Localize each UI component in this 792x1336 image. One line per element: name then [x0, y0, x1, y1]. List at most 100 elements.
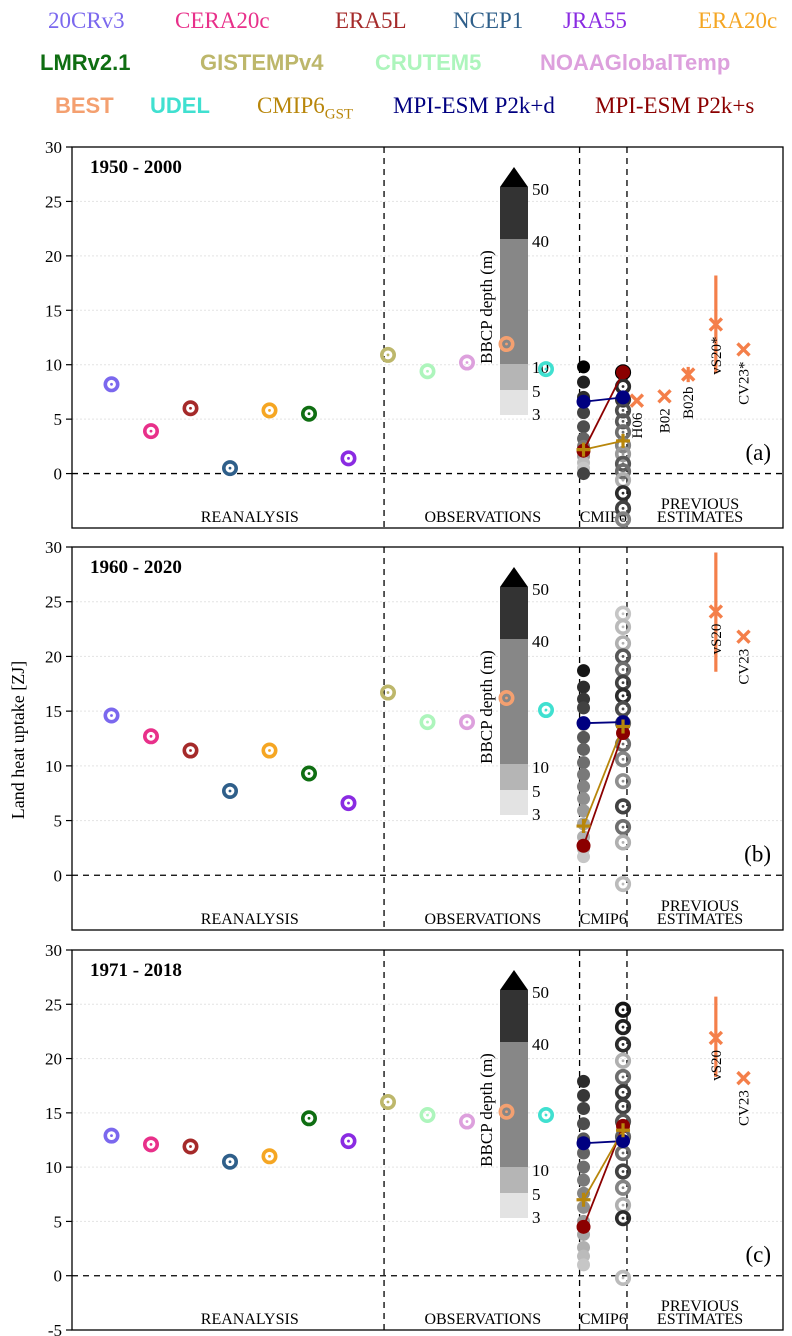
panel-frame — [71, 146, 784, 529]
data-point-center — [505, 696, 508, 700]
cmip6-member-center — [621, 1043, 625, 1046]
previous-estimate-label: B02b — [681, 387, 697, 420]
data-point-center — [347, 456, 350, 460]
legend-entry: NCEP1 — [453, 6, 523, 36]
legend-entry: ERA5L — [335, 6, 407, 36]
group-label: CMIP6 — [580, 911, 627, 928]
legend-entry-label: ERA5L — [335, 8, 407, 33]
cmip6-member-center — [621, 1186, 625, 1190]
cmip6-member-center — [621, 707, 625, 711]
panel-label: (b) — [744, 841, 771, 866]
data-point-center — [189, 406, 192, 410]
y-tick-label: 10 — [45, 1158, 62, 1177]
data-point-center — [268, 1154, 271, 1158]
data-point-center — [465, 361, 469, 364]
group-label: CMIP6 — [580, 509, 627, 526]
data-point-ring — [261, 742, 278, 759]
p2k-s-point — [576, 1219, 591, 1234]
cmip6-member-center — [621, 694, 625, 698]
data-point-ring — [419, 1107, 436, 1124]
cmip6-member-center — [621, 841, 625, 844]
cmip6-member-ring — [614, 1269, 632, 1286]
cmip6-member-ring — [614, 1052, 632, 1069]
group-label: PREVIOUS — [661, 898, 739, 915]
cmip6-member — [577, 680, 591, 694]
colorbar-label: 5 — [532, 782, 541, 801]
group-label: ESTIMATES — [657, 911, 743, 928]
cmip6-member — [577, 1160, 591, 1174]
colorbar-label: 10 — [532, 758, 549, 777]
y-tick-label: 25 — [45, 995, 62, 1014]
y-axis-label: Land heat uptake [ZJ] — [8, 661, 28, 819]
data-point-center — [347, 801, 350, 805]
data-point-ring — [300, 765, 317, 782]
data-point-ring — [458, 1113, 475, 1130]
cmip6-gst-point — [576, 1192, 591, 1207]
data-point-center — [149, 429, 153, 433]
cmip6-member-center — [621, 641, 625, 645]
cmip6-member — [577, 1173, 591, 1187]
data-point-ring — [379, 346, 396, 363]
cmip6-member — [577, 1146, 591, 1160]
colorbar-segment — [500, 764, 528, 790]
data-point-center — [426, 369, 429, 373]
data-point-center — [268, 749, 271, 752]
p2k-d-point — [616, 1134, 631, 1149]
group-label: PREVIOUS — [661, 496, 739, 513]
cmip6-member — [577, 804, 591, 818]
cmip6-member-center — [621, 452, 625, 456]
cmip6-member-ring — [614, 819, 632, 836]
previous-estimate-marker — [736, 629, 751, 644]
cmip6-member-ring — [614, 834, 632, 851]
group-label: OBSERVATIONS — [424, 1311, 541, 1328]
cmip6-member — [577, 701, 591, 715]
data-point-center — [505, 1110, 508, 1114]
data-point-ring — [103, 376, 120, 393]
data-point-ring — [222, 460, 239, 477]
data-point-ring — [419, 363, 436, 380]
colorbar-segment — [500, 990, 528, 1042]
data-point-ring — [103, 707, 120, 724]
data-point-center — [386, 353, 390, 357]
cmip6-member-center — [621, 742, 625, 746]
data-point-center — [268, 409, 271, 412]
y-tick-label: 5 — [54, 1212, 63, 1231]
data-point-center — [228, 1160, 232, 1164]
colorbar-label: 40 — [532, 632, 549, 651]
legend-entry: ERA20c — [698, 6, 777, 36]
cmip6-member-center — [621, 779, 625, 783]
legend-entry: CRUTEM5 — [375, 48, 481, 78]
cmip6-member — [577, 467, 591, 481]
panel-a: 0 5 10 15 20 25 30 1950 - 2000 (a) REANALYSIS OBSE… — [45, 138, 784, 529]
data-point-ring — [340, 450, 357, 467]
data-point-ring — [498, 336, 515, 353]
previous-estimate-label: vS20 — [709, 1050, 725, 1081]
data-point-center — [110, 714, 113, 717]
group-label: ESTIMATES — [657, 509, 743, 526]
legend-entry-label: CERA20c — [175, 8, 270, 33]
cmip6-member-center — [621, 430, 625, 434]
cmip6-member-ring — [614, 618, 632, 635]
data-point-center — [307, 1116, 311, 1120]
cmip6-member-ring — [614, 751, 632, 768]
cmip6-member-center — [621, 1059, 625, 1063]
previous-estimate-label: vS20 — [709, 624, 725, 655]
legend-entry: 20CRv3 — [48, 6, 125, 36]
colorbar-label: 3 — [532, 805, 541, 824]
colorbar-segment — [500, 364, 528, 390]
data-point-center — [465, 720, 469, 724]
cmip6-member-ring — [614, 463, 632, 480]
data-point-ring — [182, 742, 199, 759]
colorbar-title: BBCP depth (m) — [477, 650, 496, 764]
cmip6-gst-point — [616, 433, 631, 448]
data-point-center — [347, 1139, 350, 1143]
cmip6-member-center — [621, 385, 625, 388]
group-label: REANALYSIS — [201, 911, 299, 928]
legend-entry: UDEL — [150, 91, 210, 121]
data-point-center — [228, 789, 232, 793]
data-point-center — [307, 772, 311, 775]
cmip6-member — [577, 1258, 591, 1272]
data-point-ring — [261, 402, 278, 419]
y-tick-label: 20 — [45, 1050, 62, 1069]
cmip6-member — [577, 1074, 591, 1088]
